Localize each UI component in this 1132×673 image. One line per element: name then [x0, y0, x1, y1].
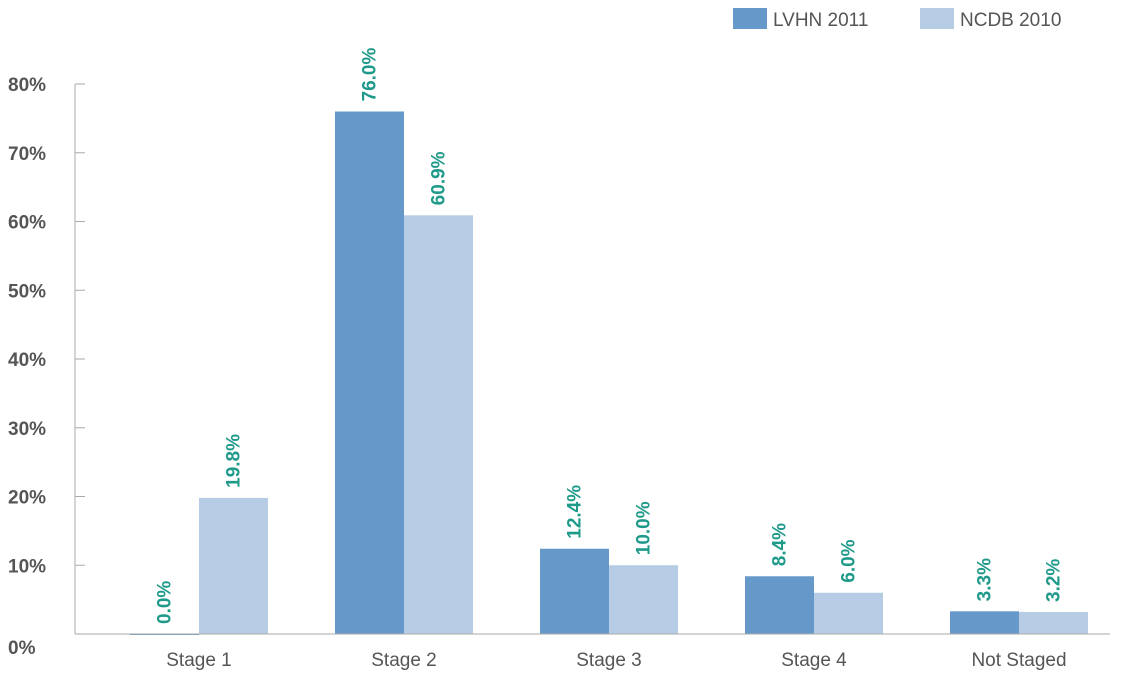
y-tick-label: 30% [8, 419, 46, 440]
y-tick-label: 80% [8, 75, 46, 96]
y-tick-label: 0% [8, 638, 36, 659]
bar [814, 592, 883, 634]
data-label: 10.0% [634, 501, 655, 555]
y-tick-label: 50% [8, 281, 46, 302]
bar [1019, 612, 1088, 634]
x-tick-label: Stage 3 [576, 650, 642, 671]
legend-swatch [733, 8, 767, 29]
data-label: 3.2% [1044, 559, 1065, 602]
bar [335, 111, 404, 634]
data-label: 6.0% [839, 539, 860, 582]
y-tick-label: 20% [8, 488, 46, 509]
x-axis: Stage 1 Stage 2 Stage 3 Stage 4 Not Staged [75, 633, 1110, 671]
bar [199, 497, 268, 634]
bars [130, 111, 1088, 635]
legend: LVHN 2011 NCDB 2010 [733, 8, 1061, 31]
y-tick-label: 70% [8, 144, 46, 165]
x-tick-label: Stage 4 [781, 650, 847, 671]
x-tick-label: Stage 2 [371, 650, 437, 671]
data-label: 76.0% [360, 48, 381, 102]
y-tick-label: 40% [8, 350, 46, 371]
data-label: 60.9% [429, 151, 450, 205]
legend-swatch [920, 8, 954, 29]
y-tick-label: 10% [8, 556, 46, 577]
y-axis: 0% 10% 20% 30% 40% 50% 60% 70% 80% [8, 75, 85, 659]
bar [540, 548, 609, 634]
y-tick-label: 60% [8, 213, 46, 234]
bar [404, 215, 473, 634]
x-tick-label: Not Staged [971, 650, 1066, 671]
data-labels: 0.0% 19.8% 76.0% 60.9% 12.4% 10.0% 8.4% 6.0% 3.3… [155, 48, 1065, 624]
bar [950, 611, 1019, 634]
data-label: 0.0% [155, 581, 176, 624]
data-label: 3.3% [975, 558, 996, 601]
bar [609, 565, 678, 634]
data-label: 12.4% [565, 485, 586, 539]
legend-label: LVHN 2011 [773, 10, 868, 31]
data-label: 8.4% [770, 523, 791, 566]
x-tick-label: Stage 1 [166, 650, 232, 671]
data-label: 19.8% [224, 434, 245, 488]
legend-label: NCDB 2010 [960, 10, 1061, 31]
bar [745, 576, 814, 634]
